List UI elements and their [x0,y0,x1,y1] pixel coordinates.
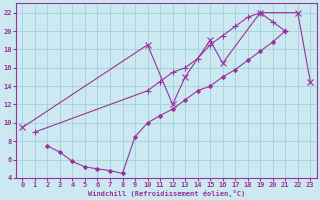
X-axis label: Windchill (Refroidissement éolien,°C): Windchill (Refroidissement éolien,°C) [88,190,245,197]
